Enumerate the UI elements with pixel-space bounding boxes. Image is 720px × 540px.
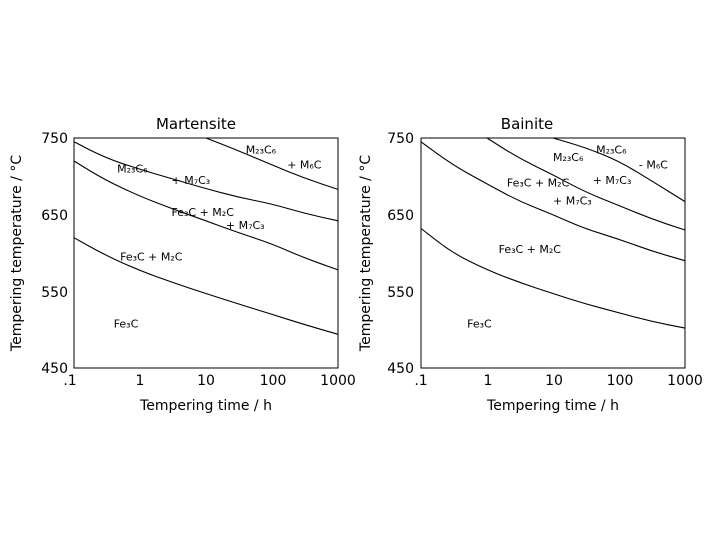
bainite-region-label-7: Fe₃C + M₂C xyxy=(499,243,562,256)
bainite-title: Bainite xyxy=(501,115,553,133)
martensite-x-tick-1: 1 xyxy=(136,373,145,389)
bainite-boundary-curve-4 xyxy=(552,137,686,203)
martensite-region-label-5: Fe₃C + M₂C xyxy=(172,206,235,219)
martensite-region-label-6: + M₇C₃ xyxy=(226,219,265,232)
martensite-y-ticks: 750 650 550 450 xyxy=(41,131,68,377)
martensite-plot-frame xyxy=(73,137,339,369)
martensite-boundary-curve-3 xyxy=(73,141,339,222)
bainite-x-axis-label: Tempering time / h xyxy=(486,398,619,414)
bainite-x-tick-1000: 1000 xyxy=(667,373,703,389)
martensite-region-label-7: Fe₃C + M₂C xyxy=(120,251,183,264)
bainite-x-tick-1: 1 xyxy=(484,373,493,389)
bainite-region-label-3: - M₆C xyxy=(639,159,668,172)
bainite-region-label-6: + M₇C₃ xyxy=(553,195,592,208)
martensite-x-tick-1000: 1000 xyxy=(320,373,356,389)
bainite-x-tick-100: 100 xyxy=(607,373,634,389)
bainite-x-ticks: .1 1 10 100 1000 xyxy=(414,373,703,389)
martensite-y-tick-750: 750 xyxy=(41,131,68,147)
bainite-curves xyxy=(420,137,686,329)
bainite-panel: Bainite Tempering temperature / °C Tempe… xyxy=(358,115,703,414)
bainite-y-tick-550: 550 xyxy=(387,285,414,301)
bainite-region-label-5: + M₇C₃ xyxy=(593,174,632,187)
bainite-region-label-4: Fe₃C + M₂C xyxy=(507,176,570,189)
martensite-y-tick-650: 650 xyxy=(41,208,68,224)
bainite-boundary-curve-3 xyxy=(486,137,686,231)
bainite-region-label-2: M₂₃C₆ xyxy=(596,143,627,156)
martensite-curves xyxy=(73,137,339,335)
martensite-region-label-3: M₂₃C₆ xyxy=(246,143,277,156)
martensite-title: Martensite xyxy=(156,115,236,133)
bainite-y-tick-650: 650 xyxy=(387,208,414,224)
martensite-x-tick-0.1: .1 xyxy=(63,373,76,389)
bainite-y-tick-450: 450 xyxy=(387,361,414,377)
martensite-boundary-curve-1 xyxy=(73,237,339,335)
martensite-x-tick-100: 100 xyxy=(260,373,287,389)
martensite-boundary-curve-4 xyxy=(205,137,339,190)
martensite-y-axis-label: Tempering temperature / °C xyxy=(9,155,25,352)
martensite-x-tick-10: 10 xyxy=(197,373,215,389)
bainite-x-tick-0.1: .1 xyxy=(414,373,427,389)
martensite-boundary-curve-2 xyxy=(73,160,339,271)
martensite-y-tick-550: 550 xyxy=(41,285,68,301)
martensite-x-ticks: .1 1 10 100 1000 xyxy=(63,373,356,389)
martensite-panel: Martensite Tempering temperature / °C Te… xyxy=(9,115,356,414)
martensite-x-axis-label: Tempering time / h xyxy=(139,398,272,414)
bainite-y-ticks: 750 650 550 450 xyxy=(387,131,414,377)
bainite-boundary-curve-1 xyxy=(420,228,686,329)
martensite-region-label-2: + M₇C₃ xyxy=(172,174,211,187)
martensite-region-label-4: + M₆C xyxy=(287,159,322,172)
martensite-y-tick-450: 450 xyxy=(41,361,68,377)
bainite-y-tick-750: 750 xyxy=(387,131,414,147)
bainite-y-axis-label: Tempering temperature / °C xyxy=(358,155,374,352)
bainite-boundary-curve-2 xyxy=(420,141,686,262)
martensite-region-label-8: Fe₃C xyxy=(114,317,139,330)
bainite-region-labels: M₂₃C₆ M₂₃C₆ - M₆C Fe₃C + M₂C + M₇C₃+ M₇C₃ Fe₃… xyxy=(467,143,668,330)
bainite-x-tick-10: 10 xyxy=(545,373,563,389)
bainite-region-label-8: Fe₃C xyxy=(467,317,492,330)
martensite-region-label-1: M₂₃C₆ xyxy=(117,163,148,176)
bainite-region-label-1: M₂₃C₆ xyxy=(553,151,584,164)
